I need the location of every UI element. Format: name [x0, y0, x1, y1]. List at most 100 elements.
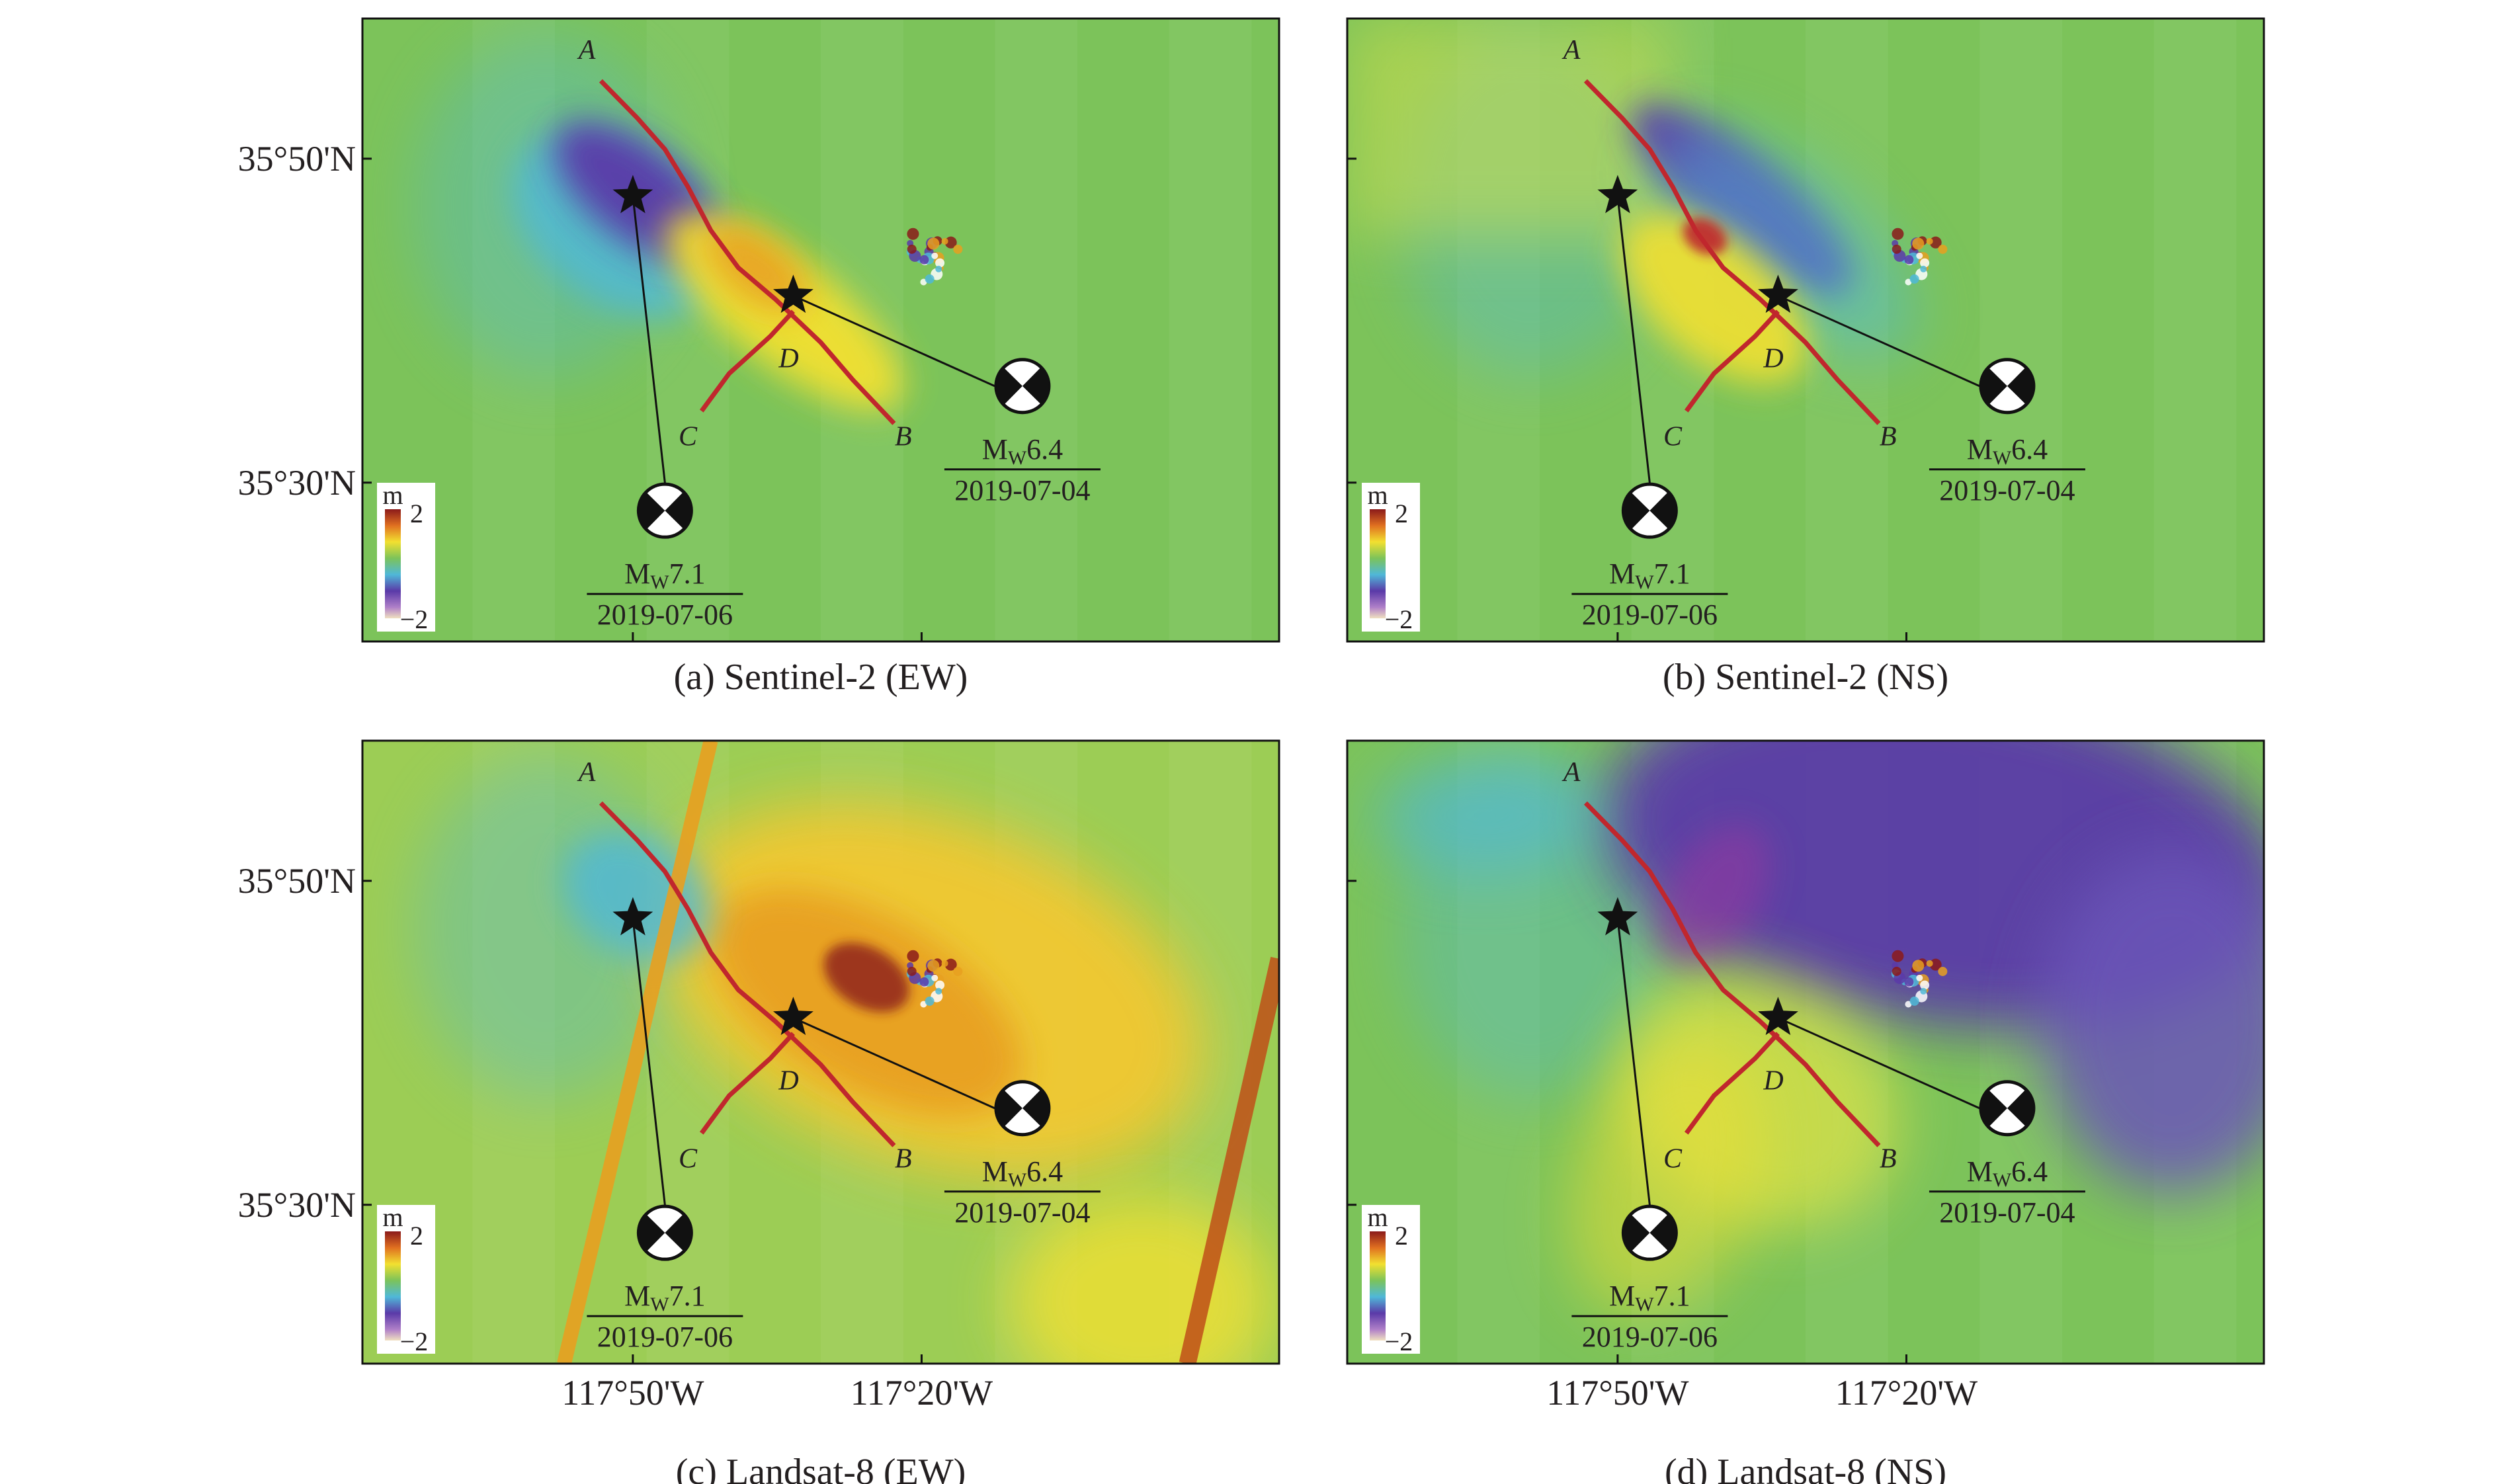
fault-point-label: A [1562, 757, 1581, 788]
fault-point-label: C [1663, 1143, 1683, 1174]
colorbar: m2 −2 [377, 1202, 435, 1356]
displacement-map [1347, 741, 2264, 1364]
noise-dot [925, 996, 935, 1006]
fault-point-label: C [679, 421, 698, 452]
positive-core [823, 942, 909, 1012]
beachball-quadrant [2007, 367, 2034, 405]
focal-mechanism-icon [994, 1080, 1051, 1137]
beachball-quadrant [1623, 1214, 1650, 1252]
colorbar-min: −2 [400, 1327, 429, 1356]
epicenter-star-icon [612, 897, 653, 936]
noise-dot [1905, 1001, 1912, 1008]
noise-dot [1920, 258, 1930, 268]
lon-tick-label: 117°20'W [851, 1373, 993, 1413]
noise-dot [1920, 987, 1927, 995]
fault-trace-cd [699, 309, 795, 413]
noise-dot [1904, 977, 1914, 987]
noise-cluster [1891, 227, 1948, 286]
epicenter-star-icon [1597, 897, 1638, 936]
lat-tick-label: 35°50'N [238, 861, 356, 901]
epicenter-star-icon [1758, 997, 1798, 1036]
epicenter-star-icon [1758, 274, 1798, 313]
fault-point-label: D [1763, 344, 1783, 374]
noise-dot [1892, 227, 1904, 240]
noise-dot [1892, 966, 1901, 976]
noise-dot [907, 950, 919, 962]
positive-halo [1567, 1036, 1769, 1317]
colorbar: m2 −2 [377, 480, 435, 634]
fault-trace-ab [599, 79, 896, 425]
negative-halo [1657, 126, 1918, 359]
noise-dot [1916, 974, 1923, 981]
focal-mechanism-icon [1979, 358, 2036, 415]
beachball-quadrant [665, 1214, 692, 1252]
noise-dot [931, 974, 938, 981]
noise-dot [1938, 244, 1948, 254]
fault-trace-cd [699, 1032, 795, 1135]
noise-dot [907, 244, 917, 254]
colorbar-max: 2 [410, 499, 423, 528]
fault-point-label: C [679, 1143, 698, 1174]
epicenter-star-icon [773, 274, 813, 313]
lat-tick-label: 35°30'N [238, 463, 356, 503]
fault-trace-ab [1583, 801, 1881, 1147]
lon-tick-label: 117°50'W [1546, 1373, 1688, 1413]
colorbar-max: 2 [1395, 499, 1408, 528]
connector-line [792, 1016, 995, 1110]
beachball-quadrant [996, 367, 1022, 405]
event-date: 2019-07-04 [1939, 474, 2075, 507]
fault-point-label: A [577, 757, 596, 788]
noise-dot [1904, 255, 1914, 265]
fault-trace-ab [1583, 79, 1881, 425]
fault-trace-ab [599, 801, 896, 1147]
beachball-quadrant [1649, 491, 1677, 530]
noise-dot [920, 1001, 927, 1008]
noise-dot [941, 960, 948, 967]
beachball-quadrant [2007, 1089, 2034, 1127]
event-magnitude: MW6.4 [1967, 433, 2048, 469]
noise-dot [925, 274, 935, 284]
fault-point-label: D [778, 1066, 798, 1096]
colorbar-unit: m [1367, 480, 1388, 510]
colorbar-min: −2 [1385, 1327, 1413, 1356]
epicenter-star-icon [1597, 175, 1638, 214]
noise-dot [1892, 950, 1904, 962]
event-magnitude: MW7.1 [624, 1280, 705, 1315]
panel-caption: (a) Sentinel-2 (EW) [674, 657, 968, 698]
beachball-quadrant [665, 491, 692, 530]
event-magnitude: MW6.4 [1967, 1155, 2048, 1191]
fault-point-label: B [895, 421, 912, 452]
event-label: MW6.4 2019-07-04 [944, 1155, 1101, 1229]
colorbar-unit: m [382, 480, 403, 510]
event-magnitude: MW7.1 [1609, 557, 1690, 593]
colorbar-ramp [1370, 509, 1386, 618]
noise-dot [1909, 996, 1919, 1006]
beachball-quadrant [1623, 492, 1650, 530]
lat-tick-label: 35°50'N [238, 139, 356, 179]
event-label: MW6.4 2019-07-04 [944, 433, 1101, 507]
event-magnitude: MW6.4 [982, 1155, 1063, 1191]
colorbar-min: −2 [400, 604, 429, 634]
event-label: MW7.1 2019-07-06 [587, 557, 743, 631]
event-date: 2019-07-06 [1582, 598, 1718, 631]
noise-dot [920, 278, 927, 286]
connector-line [632, 918, 666, 1206]
colorbar-max: 2 [1395, 1221, 1408, 1251]
noise-dot [919, 977, 929, 987]
event-date: 2019-07-06 [1582, 1321, 1718, 1353]
colorbar: m2 −2 [1362, 480, 1420, 634]
positive-lobe [1619, 213, 1808, 385]
beachball-quadrant [1022, 1089, 1049, 1127]
negative-lobe [2040, 848, 2264, 1193]
event-magnitude: MW7.1 [1609, 1280, 1690, 1315]
panel-caption: (c) Landsat-8 (EW) [676, 1452, 966, 1484]
focal-mechanism-icon [1621, 1204, 1678, 1261]
focal-mechanism-icon [994, 358, 1051, 415]
event-magnitude: MW7.1 [624, 557, 705, 593]
noise-dot [935, 265, 942, 272]
event-label: MW6.4 2019-07-04 [1929, 1155, 2085, 1229]
panel-caption: (b) Sentinel-2 (NS) [1663, 657, 1948, 698]
noise-dot [919, 255, 929, 265]
colorbar-ramp [385, 509, 401, 618]
event-date: 2019-07-04 [954, 1196, 1090, 1229]
